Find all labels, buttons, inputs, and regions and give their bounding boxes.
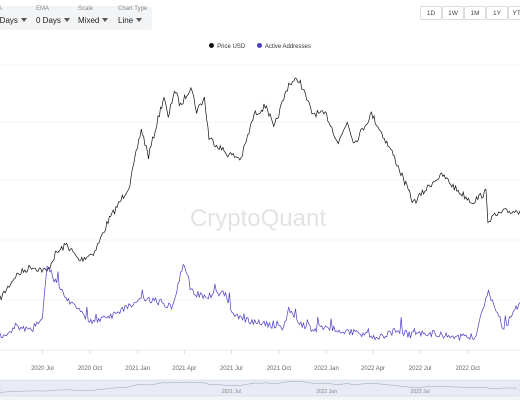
chart-type-value: Line xyxy=(118,16,134,25)
legend-dot-price xyxy=(209,43,215,48)
navigator-tick-label: 2021 Jul xyxy=(222,389,241,395)
ma-control[interactable]: MA 0 Days xyxy=(0,6,27,26)
series-layer xyxy=(0,77,520,341)
navigator-tick-label: 2022 Jan xyxy=(316,389,337,395)
legend-label-price: Price USD xyxy=(217,44,246,50)
ema-value: 0 Days xyxy=(36,16,61,25)
x-tick-label: 2022 Apr xyxy=(361,366,385,372)
x-tick-label: 2022 Jan xyxy=(314,366,339,372)
legend-item-active-addresses[interactable]: Active Addresses xyxy=(256,43,311,50)
chart-controls: MA 0 Days EMA 0 Days Scale Mixed Chart T… xyxy=(0,6,152,30)
navigator-selection[interactable] xyxy=(0,379,520,397)
scale-label: Scale xyxy=(78,6,94,12)
chart-legend: Price USD Active Addresses xyxy=(0,43,520,50)
chevron-down-icon xyxy=(102,18,109,22)
x-tick-label: 2022 Oct xyxy=(456,366,481,372)
range-button-ytd[interactable]: YTD xyxy=(508,6,520,20)
x-axis-ticks: 2020 Jul 2020 Oct 2021 Jan 2021 Apr 2021 Jul… xyxy=(31,350,480,372)
navigator-ticks: 2021 Jul 2022 Jan 2022 Jul xyxy=(222,389,430,395)
navigator-series xyxy=(0,381,518,393)
scale-control[interactable]: Scale Mixed xyxy=(78,6,109,26)
ma-label: MA xyxy=(0,6,27,13)
ma-value: 0 Days xyxy=(0,16,18,25)
chevron-down-icon xyxy=(63,18,70,22)
ema-control[interactable]: EMA 0 Days xyxy=(36,6,70,26)
legend-item-price[interactable]: Price USD xyxy=(209,43,245,50)
series-line-active-addresses xyxy=(0,263,520,341)
x-tick-label: 2020 Oct xyxy=(78,366,103,372)
watermark: CryptoQuant xyxy=(190,205,326,232)
range-button-1y[interactable]: 1Y xyxy=(486,6,508,20)
series-line-price xyxy=(0,77,520,301)
chevron-down-icon xyxy=(136,18,143,22)
x-tick-label: 2020 Jul xyxy=(31,366,54,372)
navigator-line xyxy=(0,381,518,393)
range-button-1w[interactable]: 1W xyxy=(442,6,464,20)
chevron-down-icon xyxy=(20,18,27,22)
x-tick-label: 2021 Jul xyxy=(220,366,243,372)
chart-grid xyxy=(0,64,520,301)
ema-label: EMA xyxy=(36,6,50,12)
x-tick-label: 2022 Jul xyxy=(409,366,432,372)
range-button-1d[interactable]: 1D xyxy=(420,6,442,20)
legend-dot-active-addresses xyxy=(256,43,262,48)
x-tick-label: 2021 Apr xyxy=(172,366,196,372)
navigator-tick-label: 2022 Jul xyxy=(411,389,430,395)
x-tick-label: 2021 Oct xyxy=(267,366,292,372)
legend-label-active-addresses: Active Addresses xyxy=(264,44,311,50)
range-button-1m[interactable]: 1M xyxy=(464,6,486,20)
x-tick-label: 2021 Jan xyxy=(125,366,150,372)
chart-type-label: Chart Type xyxy=(118,6,148,12)
chart-type-control[interactable]: Chart Type Line xyxy=(118,6,147,26)
scale-value: Mixed xyxy=(78,16,100,25)
